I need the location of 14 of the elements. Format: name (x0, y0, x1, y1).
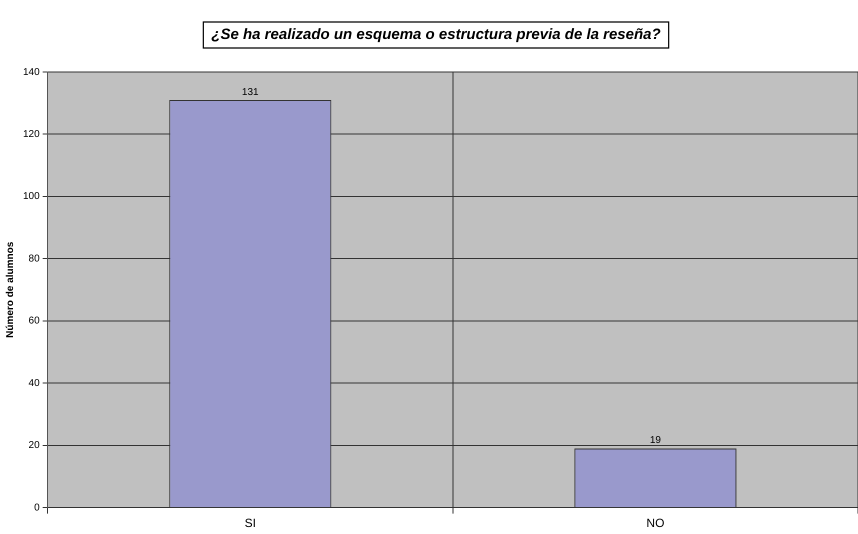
y-tick-label: 140 (22, 66, 40, 78)
x-tick-label: NO (646, 516, 664, 530)
data-label: 19 (650, 435, 662, 446)
chart-title: ¿Se ha realizado un esquema o estructura previa de la reseña? (211, 26, 661, 44)
y-tick-label: 0 (34, 502, 40, 514)
y-tick-label: 60 (28, 316, 40, 327)
y-tick-label: 20 (28, 440, 40, 452)
y-tick-label: 120 (22, 128, 40, 140)
x-tick-label: SI (244, 516, 256, 530)
y-tick-label: 100 (22, 191, 40, 202)
data-label: 131 (242, 86, 260, 98)
y-tick-label: 40 (28, 378, 40, 389)
y-axis-title: Número de alumnos (4, 241, 16, 338)
y-tick-label: 80 (28, 253, 40, 264)
